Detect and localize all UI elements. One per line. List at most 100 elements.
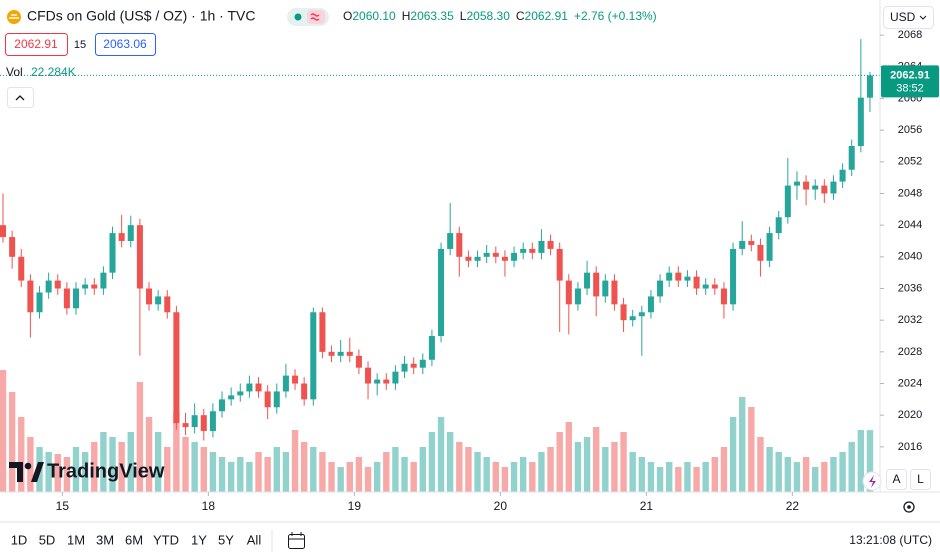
candle-body [246,383,253,392]
calendar-lines [288,532,305,540]
logo-dot [24,462,32,470]
volume-bar [866,430,874,492]
range-button[interactable]: All [247,532,262,547]
candle-body [18,256,25,281]
candle-body [410,363,417,368]
volume-bar [337,467,344,492]
scale-button[interactable] [910,469,931,490]
collapse-button[interactable] [7,87,34,108]
range-button[interactable]: YTD [153,532,179,547]
settings-center [907,505,911,509]
volume-bar [81,452,89,492]
range-button[interactable]: 5Y [218,532,234,547]
volume-bar [154,432,162,492]
currency-button[interactable] [883,6,934,29]
lightning-icon [869,475,876,488]
candle-body [282,375,289,392]
volume-bar [565,422,573,492]
volume-bar [428,432,436,492]
volume-bar [54,454,61,492]
y-tick-label: 2028 [898,346,922,358]
volume-bar [830,457,837,492]
status-dot [294,13,302,21]
candle-body [155,296,162,305]
candle-body [538,240,545,253]
volume-bar [684,462,691,492]
y-tick-label: 2044 [898,219,922,231]
range-button[interactable]: 1M [67,532,85,547]
scale-button[interactable] [886,469,907,490]
volume-bar [583,437,591,492]
volume-bar [282,452,290,492]
volume-bar [300,442,308,492]
volume-bar [18,417,25,492]
candle-body [684,276,691,281]
range-buttons: 1D 5D 1M 3M 6M YTD 1Y 5Y All [11,532,262,547]
candle-body [501,256,508,261]
candle-body [611,280,618,305]
range-button[interactable]: 5D [39,532,56,547]
status-wave [310,13,320,21]
y-tick-label: 2036 [898,282,922,294]
candle-body [821,185,828,194]
candle-body [556,248,563,281]
volume-bar [629,452,636,492]
volume-bar [63,457,71,492]
volume-bar [164,447,171,492]
candle-body [319,312,326,352]
volume-bar [474,452,481,492]
volume-value: 22.284K [31,65,76,79]
candle-body [346,351,353,356]
volume-bar [419,447,426,492]
clock: 13:21:08 (UTC) [849,533,932,547]
volume-bar [410,462,417,492]
candle-body [419,359,426,368]
y-tick-label: 2056 [898,124,922,136]
candle-body [447,233,454,249]
bid-price: 2062.91 [14,37,58,51]
x-tick-label: 15 [56,499,70,513]
date-range-icon[interactable] [288,534,305,549]
volume-bar [446,432,454,492]
volume-bar [693,467,700,492]
volume-bar [209,452,217,492]
volume-bar [519,457,527,492]
volume-bar [346,462,353,492]
candle-body [301,383,308,400]
ask-price: 2063.06 [103,37,147,51]
volume-bar [237,457,244,492]
volume-bar [592,427,600,492]
candle-body [803,181,810,190]
range-button[interactable]: 3M [96,532,114,547]
range-button[interactable]: 1Y [191,532,207,547]
ohlc-value: 2060.10 [352,9,396,23]
candle-body [657,280,664,297]
volume-bar [638,457,646,492]
volume-bar [784,457,792,492]
candle-body [54,280,61,289]
y-tick-label: 2024 [898,377,922,389]
volume-bar [145,417,153,492]
last-price-label: 2062.91 [890,69,930,81]
candle-body [91,284,98,289]
candle-body [584,272,591,289]
sell-button[interactable] [5,33,68,56]
volume-bar [529,462,536,492]
status-icon [307,10,325,24]
candle-body [711,284,718,289]
y-tick-label: 2048 [898,187,922,199]
volume-bar [757,437,764,492]
candle-body [547,240,554,249]
volume-bar [383,452,390,492]
symbol-title[interactable]: CFDs on Gold (US$ / OZ) · 1h · TVC [27,8,255,24]
volume-bar [173,412,180,492]
scale-button-label: A [892,472,900,486]
candle-body [720,288,727,305]
range-button[interactable]: 1D [11,532,28,547]
candle-body [593,272,600,297]
settings-icon[interactable] [903,501,915,513]
buy-button[interactable] [95,33,156,56]
range-button[interactable]: 6M [125,532,143,547]
watermark: TradingView [47,460,165,482]
